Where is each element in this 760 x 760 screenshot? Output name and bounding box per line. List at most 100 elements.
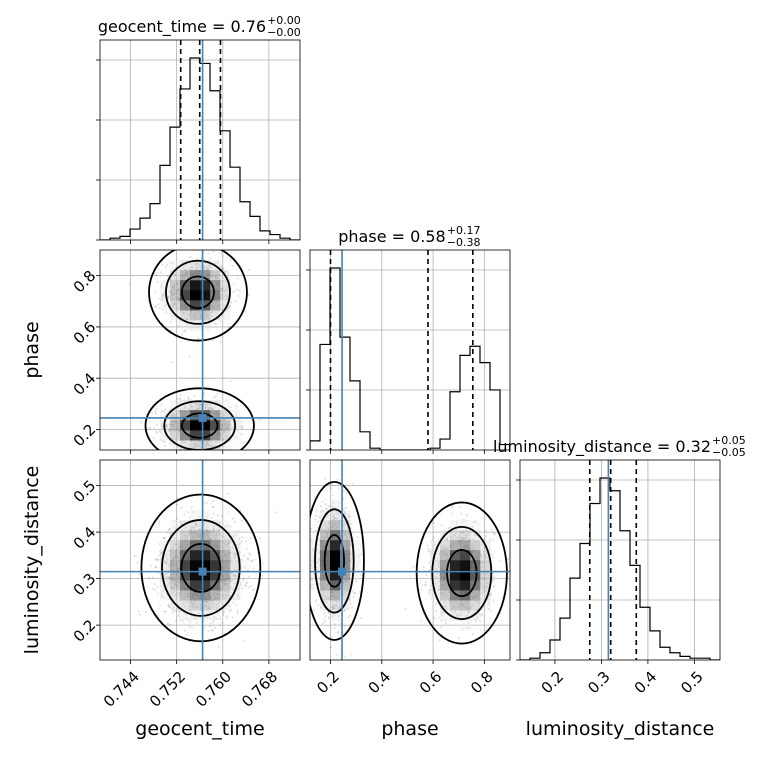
sample-point [326,515,329,518]
sample-point [456,614,459,617]
sample-point [435,582,438,585]
sample-point [490,592,493,595]
sample-point [350,569,353,572]
sample-point [203,501,206,504]
sample-point [204,266,207,269]
sample-point [489,594,492,597]
contour-level [181,275,215,310]
density-cell [340,510,351,521]
title-main: phase = 0.58 [338,227,445,246]
sample-point [240,519,243,522]
contour-level [446,549,478,598]
sample-point [469,627,472,630]
sample-point [177,608,180,611]
truth-marker [338,567,347,576]
sample-point [167,296,170,299]
sample-point [177,615,180,618]
sample-point [166,583,169,586]
contour-level [310,481,365,641]
density-cell [180,320,191,331]
sample-point [225,287,228,290]
sample-point [220,341,223,344]
sample-point [229,609,232,612]
sample-point [234,436,237,439]
sample-point [316,561,319,564]
sample-point [216,393,219,396]
sample-point [209,622,212,625]
sample-point [240,583,243,586]
sample-point [166,264,169,267]
sample-point [173,537,176,540]
sample-point [216,514,219,517]
sample-point [158,522,161,525]
sample-point [161,596,164,599]
sample-point [171,267,174,270]
sample-point [190,256,193,259]
sample-point [487,608,490,611]
sample-point [318,559,321,562]
sample-point [431,538,434,541]
sample-point [223,277,226,280]
sample-point [481,613,484,616]
sample-point [227,306,230,309]
sample-point [229,258,232,261]
sample-point [177,407,180,410]
sample-point [343,594,346,597]
sample-point [324,477,327,480]
sample-point [471,612,474,615]
sample-point [208,406,211,409]
sample-point [220,288,223,291]
sample-point [163,305,166,308]
contour-level [163,400,237,450]
density-cell [350,570,361,581]
contour-level [140,493,262,643]
sample-point [220,287,223,290]
truth-marker [198,413,207,422]
density-cell [230,410,241,421]
sample-point [171,314,174,317]
sample-point [189,515,192,518]
sample-point [155,430,158,433]
sample-point [189,398,192,401]
density-cell [200,300,211,311]
sample-point [197,265,200,268]
sample-point [156,280,159,283]
density-cell [200,430,211,441]
sample-point [223,304,226,307]
panel-phase-vs-luminosity_distance [309,459,511,664]
sample-point [158,307,161,310]
sample-point [172,443,175,446]
sample-point [333,604,336,607]
density-cell [210,610,221,621]
sample-point [461,518,464,521]
sample-point [312,587,315,590]
density-cell [460,600,471,611]
sample-point [219,521,222,524]
sample-point [146,428,149,431]
density-cell [200,400,211,411]
sample-point [319,505,322,508]
sample-point [213,322,216,325]
sample-point [232,536,235,539]
density-cell [210,420,221,431]
sample-point [346,515,349,518]
sample-point [173,526,176,529]
sample-point [175,594,178,597]
sample-point [158,519,161,522]
sample-point [177,401,180,404]
sample-point [154,566,157,569]
sample-point [184,605,187,608]
sample-point [444,531,447,534]
density-cell [460,620,471,631]
title-sub: −0.00 [267,26,301,39]
sample-point [233,553,236,556]
density-cell [430,570,441,581]
density-cell [220,310,231,321]
sample-point [222,610,225,613]
sample-point [436,560,439,563]
sample-point [343,524,346,527]
sample-point [214,262,217,265]
sample-point [136,561,139,564]
sample-point [335,653,338,656]
sample-point [235,413,238,416]
